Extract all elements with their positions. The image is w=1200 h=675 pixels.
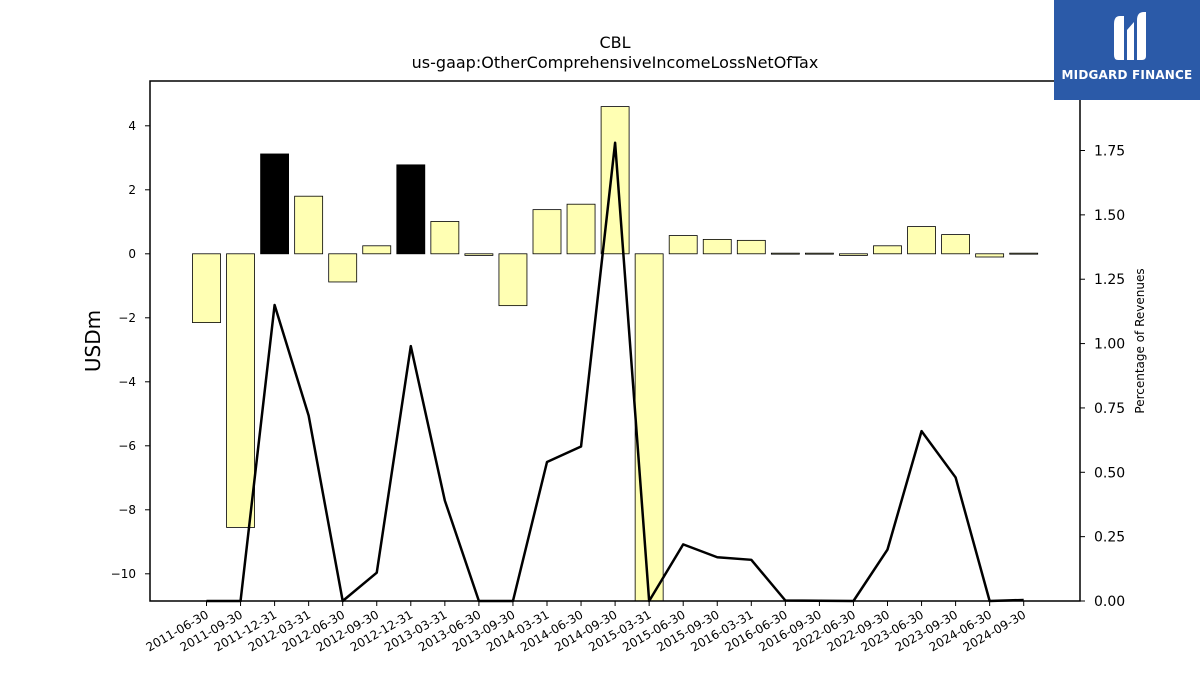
chart-subtitle: us-gaap:OtherComprehensiveIncomeLossNetO…: [412, 53, 819, 72]
left-axis-ticks: 4 2 0 −2 −4 −6 −8 −10: [111, 119, 150, 581]
y2-tick-label: 1.75: [1094, 144, 1125, 160]
bar-2016-06-30: [770, 252, 800, 255]
y2-tick-label: 1.50: [1094, 208, 1125, 224]
bar-2016-03-31: [736, 239, 766, 255]
y-tick-label: 4: [128, 119, 136, 133]
y-tick-label: 0: [128, 247, 136, 261]
bar-2012-03-31: [294, 195, 324, 255]
bar-2013-03-31: [430, 221, 460, 255]
bar-2012-06-30: [328, 253, 358, 283]
bar-2015-06-30: [668, 235, 698, 255]
y2-tick-label: 0.00: [1094, 594, 1125, 610]
bar-2012-12-31: [396, 164, 426, 255]
y-tick-label: −6: [118, 439, 136, 453]
bar-2024-09-30: [1009, 252, 1039, 255]
bar-2015-09-30: [702, 238, 732, 255]
logo-mark-icon: [1114, 12, 1146, 60]
bar-2011-12-31: [260, 153, 290, 255]
bar-2023-06-30: [907, 226, 936, 255]
y2-tick-label: 1.00: [1094, 337, 1125, 353]
bar-2022-09-30: [873, 245, 902, 255]
bar-2012-09-30: [362, 245, 392, 255]
y-tick-label: −2: [118, 311, 136, 325]
y-axis-label: USDm: [81, 310, 105, 372]
y2-tick-label: 0.25: [1094, 530, 1125, 546]
logo: MIDGARD FINANCE: [1054, 0, 1200, 100]
y-tick-label: −4: [118, 375, 136, 389]
logo-text: MIDGARD FINANCE: [1061, 68, 1193, 82]
y-tick-label: 2: [128, 183, 136, 197]
bar-group: [192, 106, 1039, 602]
bar-2011-09-30: [226, 253, 255, 528]
bar-2014-03-31: [532, 209, 562, 255]
y2-tick-label: 0.75: [1094, 401, 1125, 417]
chart-title: CBL: [599, 33, 630, 52]
bar-2015-03-31: [634, 253, 664, 602]
bar-2013-09-30: [498, 253, 528, 307]
bar-2023-09-30: [941, 234, 970, 255]
bar-2013-06-30: [464, 253, 494, 256]
bar-2014-06-30: [566, 203, 596, 255]
bar-2011-06-30: [192, 253, 221, 324]
y-tick-label: −10: [111, 567, 136, 581]
bar-2024-06-30: [975, 253, 1005, 258]
x-axis-ticks: 2011-06-302011-09-302011-12-312012-03-31…: [144, 601, 1028, 654]
bar-2016-09-30: [805, 252, 834, 255]
y2-tick-label: 0.50: [1094, 465, 1125, 481]
y2-axis-label: Percentage of Revenues: [1133, 268, 1147, 413]
right-axis-ticks: 1.75 1.50 1.25 1.00 0.75 0.50 0.25 0.00: [1080, 144, 1125, 610]
bar-2022-06-30: [839, 253, 868, 256]
y-tick-label: −8: [118, 503, 136, 517]
y2-tick-label: 1.25: [1094, 272, 1125, 288]
